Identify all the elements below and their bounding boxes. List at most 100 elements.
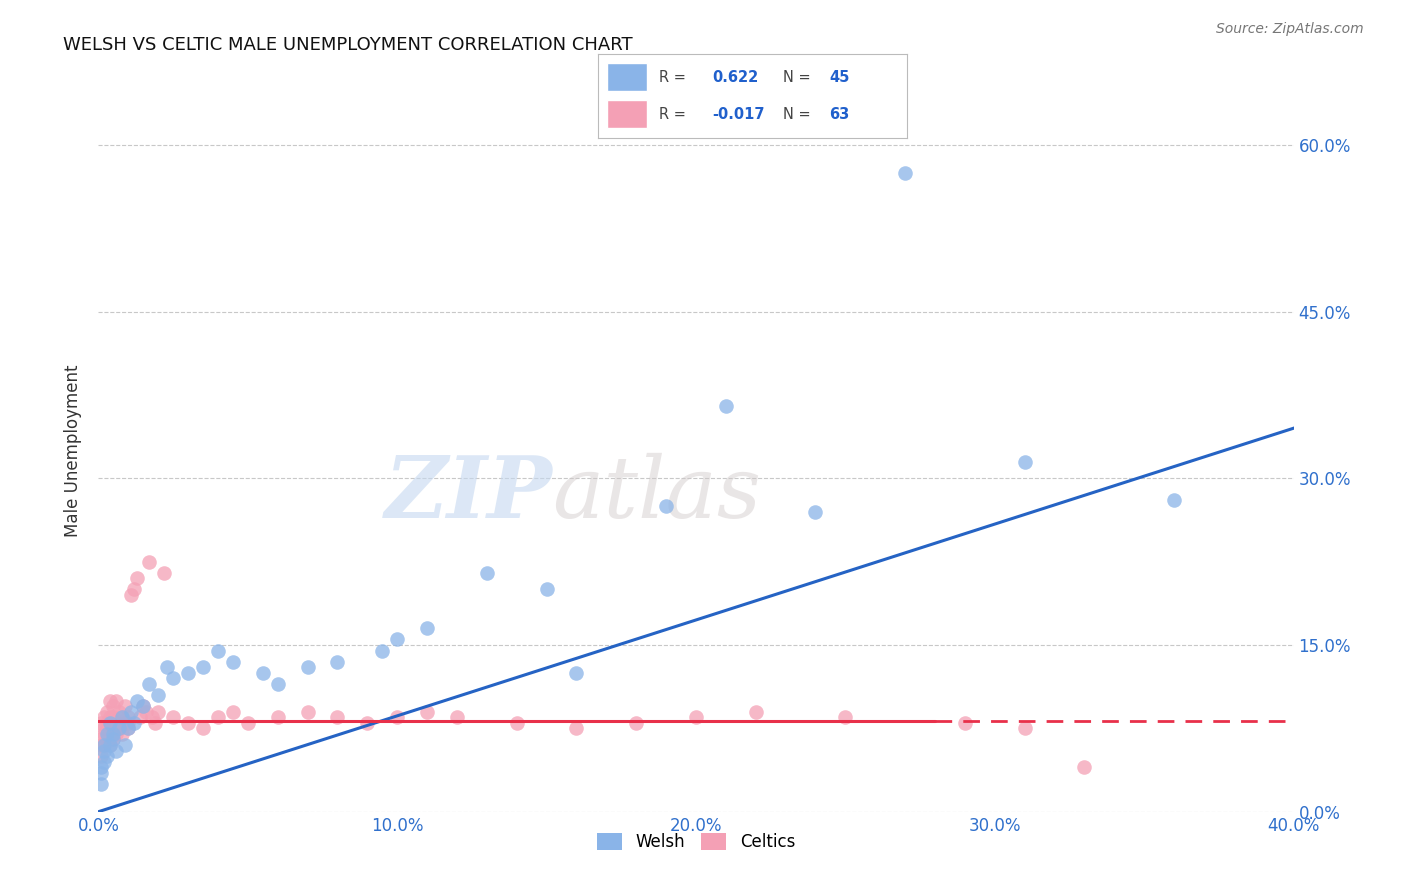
FancyBboxPatch shape bbox=[607, 100, 647, 128]
Point bbox=[114, 715, 136, 730]
Point bbox=[236, 715, 259, 730]
Point bbox=[96, 705, 118, 719]
Point bbox=[111, 710, 134, 724]
Point bbox=[98, 738, 122, 752]
Point bbox=[416, 705, 439, 719]
Point bbox=[96, 732, 118, 747]
Text: ZIP: ZIP bbox=[385, 452, 553, 535]
Point bbox=[90, 715, 112, 730]
Point bbox=[90, 732, 112, 747]
Point bbox=[162, 710, 184, 724]
Point bbox=[385, 632, 409, 647]
Point bbox=[117, 722, 139, 736]
Point bbox=[267, 677, 290, 691]
Point bbox=[132, 699, 155, 714]
Point bbox=[148, 705, 170, 719]
Point bbox=[191, 722, 214, 736]
Point bbox=[207, 710, 229, 724]
Point bbox=[96, 749, 118, 764]
Point bbox=[191, 660, 214, 674]
Point bbox=[108, 722, 131, 736]
Point bbox=[108, 705, 131, 719]
Point bbox=[114, 699, 136, 714]
Point bbox=[1073, 760, 1095, 774]
Point bbox=[93, 722, 115, 736]
Point bbox=[326, 655, 349, 669]
Point bbox=[90, 760, 112, 774]
Point bbox=[148, 688, 170, 702]
Point bbox=[143, 715, 166, 730]
Text: R =: R = bbox=[659, 70, 686, 85]
Point bbox=[98, 738, 122, 752]
Text: N =: N = bbox=[783, 107, 811, 122]
Point bbox=[626, 715, 648, 730]
Point bbox=[103, 710, 125, 724]
Point bbox=[141, 710, 163, 724]
Point bbox=[162, 671, 184, 685]
Point bbox=[90, 777, 112, 791]
Point bbox=[96, 727, 118, 741]
Point bbox=[326, 710, 349, 724]
Point bbox=[156, 660, 179, 674]
Point bbox=[120, 588, 142, 602]
Point bbox=[98, 715, 122, 730]
Point bbox=[117, 715, 139, 730]
Point bbox=[98, 693, 122, 707]
Point bbox=[655, 499, 678, 513]
Point bbox=[129, 710, 152, 724]
Point bbox=[90, 749, 112, 764]
Point bbox=[834, 710, 856, 724]
Point bbox=[103, 732, 125, 747]
Point bbox=[90, 738, 112, 752]
Point bbox=[105, 743, 128, 757]
Point bbox=[138, 677, 160, 691]
Point bbox=[111, 710, 134, 724]
Point bbox=[111, 727, 134, 741]
Point bbox=[124, 582, 146, 597]
Point bbox=[475, 566, 498, 580]
Point bbox=[177, 715, 200, 730]
Point bbox=[93, 755, 115, 769]
Point bbox=[371, 643, 394, 657]
Point bbox=[1014, 722, 1036, 736]
Text: -0.017: -0.017 bbox=[711, 107, 765, 122]
Point bbox=[105, 715, 128, 730]
Text: 63: 63 bbox=[830, 107, 849, 122]
Text: Source: ZipAtlas.com: Source: ZipAtlas.com bbox=[1216, 22, 1364, 37]
Point bbox=[153, 566, 176, 580]
Point bbox=[714, 399, 737, 413]
Point bbox=[297, 705, 319, 719]
Point bbox=[267, 710, 290, 724]
Y-axis label: Male Unemployment: Male Unemployment bbox=[65, 364, 83, 537]
Point bbox=[506, 715, 529, 730]
Point bbox=[1163, 493, 1185, 508]
Point bbox=[93, 738, 115, 752]
Point bbox=[177, 665, 200, 680]
Point bbox=[207, 643, 229, 657]
Point bbox=[745, 705, 768, 719]
Point bbox=[117, 710, 139, 724]
FancyBboxPatch shape bbox=[607, 62, 647, 91]
Point bbox=[90, 765, 112, 780]
Point bbox=[105, 727, 128, 741]
Point bbox=[117, 722, 139, 736]
Point bbox=[565, 722, 588, 736]
Point bbox=[252, 665, 274, 680]
Point bbox=[127, 693, 149, 707]
Point bbox=[132, 699, 155, 714]
Point bbox=[385, 710, 409, 724]
Text: 45: 45 bbox=[830, 70, 849, 85]
Text: R =: R = bbox=[659, 107, 686, 122]
Point bbox=[103, 699, 125, 714]
Point bbox=[98, 710, 122, 724]
Point bbox=[297, 660, 319, 674]
Point bbox=[565, 665, 588, 680]
Point bbox=[96, 715, 118, 730]
Text: 0.622: 0.622 bbox=[711, 70, 758, 85]
Text: N =: N = bbox=[783, 70, 811, 85]
Text: WELSH VS CELTIC MALE UNEMPLOYMENT CORRELATION CHART: WELSH VS CELTIC MALE UNEMPLOYMENT CORREL… bbox=[63, 36, 633, 54]
Legend: Welsh, Celtics: Welsh, Celtics bbox=[591, 826, 801, 857]
Point bbox=[804, 505, 827, 519]
Point bbox=[103, 732, 125, 747]
Point bbox=[114, 738, 136, 752]
